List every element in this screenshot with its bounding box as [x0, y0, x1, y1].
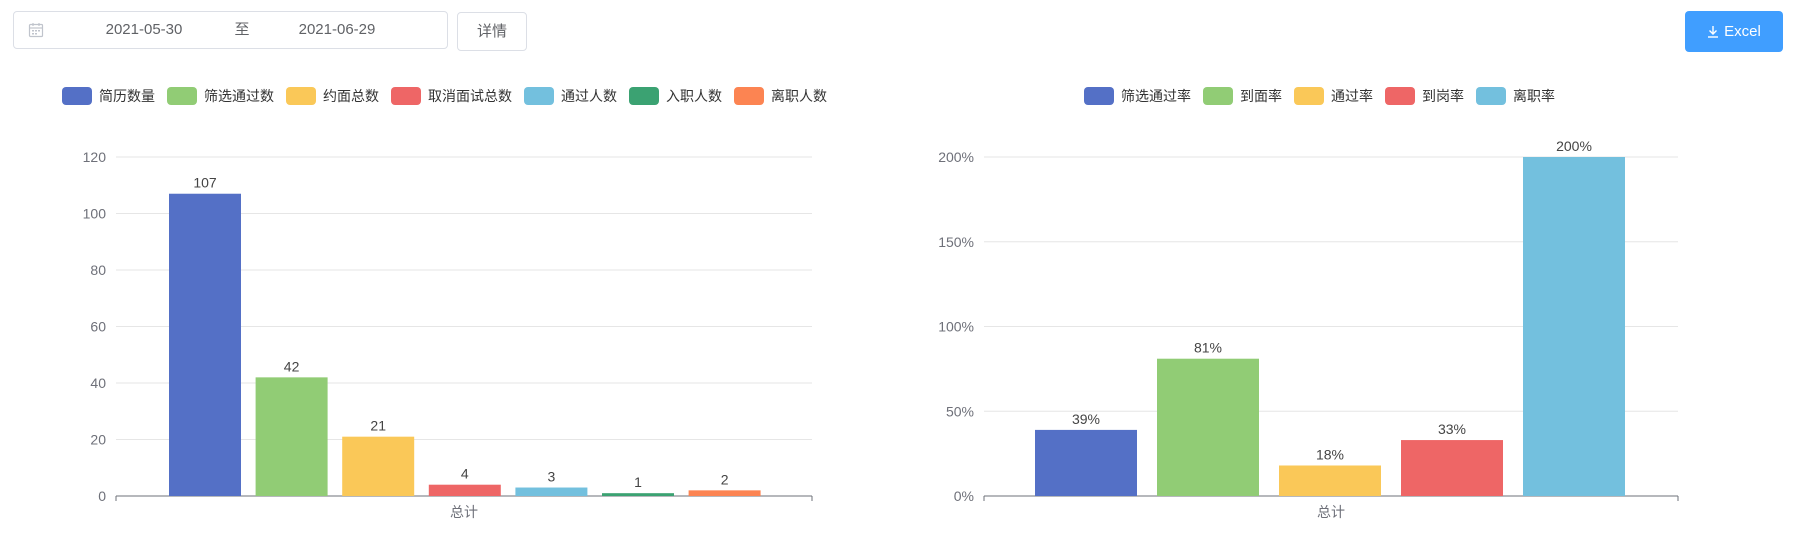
bar-6: [602, 493, 674, 496]
legend-item-1[interactable]: 简历数量: [62, 87, 155, 105]
legend-swatch: [1294, 87, 1324, 105]
y-tick-label: 0: [98, 488, 106, 504]
bar-value-label: 3: [548, 469, 556, 485]
calendar-icon: [28, 23, 44, 38]
bar-5: [515, 487, 588, 496]
excel-export-button[interactable]: Excel: [1685, 11, 1783, 52]
excel-button-label: Excel: [1724, 23, 1761, 40]
legend-swatch: [524, 87, 554, 105]
y-tick-label: 40: [90, 375, 106, 391]
bar-2: [1157, 358, 1259, 496]
y-tick-label: 0%: [954, 488, 974, 504]
y-tick-label: 80: [90, 262, 106, 278]
bar-4: [428, 484, 501, 496]
legend-item-1[interactable]: 筛选通过率: [1084, 87, 1191, 105]
legend-item-6[interactable]: 入职人数: [629, 87, 722, 105]
legend-item-2[interactable]: 到面率: [1203, 87, 1282, 105]
legend-swatch: [391, 87, 421, 105]
bar-3: [1279, 465, 1381, 496]
bar-7: [688, 490, 761, 496]
legend-swatch: [1476, 87, 1506, 105]
bar-1: [169, 193, 241, 496]
legend-item-4[interactable]: 取消面试总数: [391, 87, 512, 105]
bar-value-label: 39%: [1072, 411, 1100, 427]
y-tick-label: 200%: [938, 149, 974, 165]
legend-item-5[interactable]: 离职率: [1476, 87, 1555, 105]
bar-value-label: 1: [634, 474, 642, 490]
legend-swatch: [167, 87, 197, 105]
legend-label: 通过率: [1331, 88, 1373, 104]
recruitment-count-chart: 简历数量 筛选通过数 约面总数 取消面试总数 通过人数 入职人数 离职人数 0 20 40 60 80…: [62, 87, 827, 520]
y-tick-label: 150%: [938, 234, 974, 250]
bar-1: [1035, 429, 1137, 496]
recruitment-rate-chart: 筛选通过率 到面率 通过率 到岗率 离职率 0% 50% 100% 150% 200% 总计 39% 8…: [938, 87, 1679, 520]
date-range-picker[interactable]: 2021-05-30 至 2021-06-29: [13, 11, 448, 49]
legend-label: 简历数量: [99, 88, 155, 104]
bar-value-label: 18%: [1316, 446, 1344, 462]
legend-swatch: [1084, 87, 1114, 105]
legend-label: 筛选通过数: [204, 88, 274, 104]
bar-value-label: 200%: [1556, 138, 1592, 154]
y-tick-label: 100%: [938, 319, 974, 335]
x-category-label: 总计: [1317, 504, 1345, 520]
bar-3: [342, 436, 415, 496]
bar-value-label: 107: [193, 175, 217, 191]
legend-swatch: [286, 87, 316, 105]
bar-value-label: 21: [370, 418, 386, 434]
legend-item-3[interactable]: 约面总数: [286, 87, 379, 105]
legend-label: 入职人数: [666, 88, 722, 104]
y-tick-label: 120: [83, 149, 107, 165]
bar-value-label: 4: [461, 466, 469, 482]
bar-value-label: 42: [284, 358, 300, 374]
bar-value-label: 33%: [1438, 421, 1466, 437]
x-category-label: 总计: [450, 504, 478, 520]
legend-swatch: [734, 87, 764, 105]
legend-swatch: [1203, 87, 1233, 105]
date-range-separator: 至: [234, 21, 250, 38]
download-icon: [1708, 26, 1719, 38]
legend-swatch: [62, 87, 92, 105]
legend-label: 到面率: [1240, 88, 1282, 104]
legend-label: 通过人数: [561, 88, 617, 104]
legend-item-3[interactable]: 通过率: [1294, 87, 1373, 105]
end-date-input[interactable]: 2021-06-29: [298, 21, 376, 38]
y-tick-label: 50%: [946, 403, 974, 419]
y-tick-label: 60: [90, 319, 106, 335]
legend-label: 筛选通过率: [1121, 88, 1191, 104]
legend-item-2[interactable]: 筛选通过数: [167, 87, 274, 105]
legend-label: 取消面试总数: [428, 88, 512, 104]
bar-value-label: 81%: [1194, 340, 1222, 356]
legend-item-4[interactable]: 到岗率: [1385, 87, 1464, 105]
start-date-input[interactable]: 2021-05-30: [105, 21, 183, 38]
legend-label: 约面总数: [323, 88, 379, 104]
y-tick-label: 20: [90, 432, 106, 448]
bar-4: [1401, 440, 1503, 496]
legend-label: 到岗率: [1422, 88, 1464, 104]
legend-label: 离职人数: [771, 88, 827, 104]
detail-button[interactable]: 详情: [457, 12, 527, 51]
legend-swatch: [1385, 87, 1415, 105]
legend-label: 离职率: [1513, 88, 1555, 104]
y-tick-label: 100: [83, 206, 107, 222]
legend-item-7[interactable]: 离职人数: [734, 87, 827, 105]
bar-5: [1523, 157, 1625, 496]
legend-item-5[interactable]: 通过人数: [524, 87, 617, 105]
bar-value-label: 2: [721, 471, 729, 487]
bar-2: [255, 377, 328, 496]
legend-swatch: [629, 87, 659, 105]
